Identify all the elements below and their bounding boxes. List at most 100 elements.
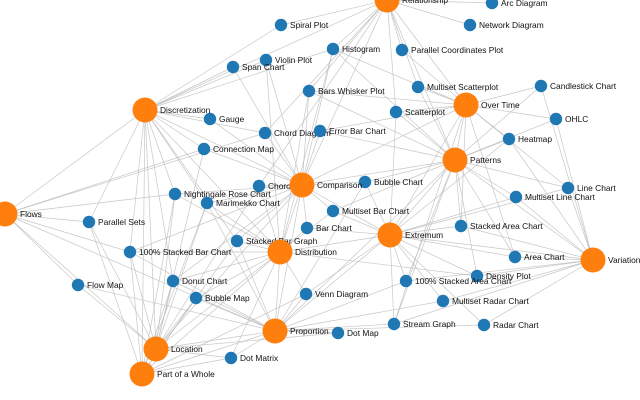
node-multiset-radar-chart[interactable]: Multiset Radar Chart — [436, 294, 530, 308]
node-circle-scatterplot[interactable] — [389, 105, 403, 119]
node-circle-stacked-area-chart[interactable] — [454, 219, 468, 233]
node-stacked-area-chart[interactable]: Stacked Area Chart — [454, 219, 543, 233]
node-gauge[interactable]: Gauge — [203, 112, 245, 126]
node-circle-multiset-line-chart[interactable] — [509, 190, 523, 204]
node-circle-donut-chart[interactable] — [166, 274, 180, 288]
node-circle-bar-chart[interactable] — [300, 221, 314, 235]
node-circle-discretization[interactable] — [132, 97, 158, 123]
node-circle-comparison[interactable] — [289, 172, 315, 198]
node-circle-spiral-plot[interactable] — [274, 18, 288, 32]
node-arc-diagram[interactable]: Arc Diagram — [485, 0, 548, 10]
node-circle-network-diagram[interactable] — [463, 18, 477, 32]
node-circle-bubble-map[interactable] — [189, 291, 203, 305]
node-proportion[interactable]: Proportion — [262, 318, 329, 344]
node-circle-stream-graph[interactable] — [387, 317, 401, 331]
node-circle-location[interactable] — [143, 336, 169, 362]
node-multiset-bar-chart[interactable]: Multiset Bar Chart — [326, 204, 410, 218]
node-parallel-coordinates-plot[interactable]: Parallel Coordinates Plot — [395, 43, 504, 57]
node-bubble-map[interactable]: Bubble Map — [189, 291, 250, 305]
node-bubble-chart[interactable]: Bubble Chart — [358, 175, 424, 189]
node-patterns[interactable]: Patterns — [442, 147, 502, 173]
node-scatterplot[interactable]: Scatterplot — [389, 105, 446, 119]
node-circle-density-plot[interactable] — [470, 269, 484, 283]
node-circle-over-time[interactable] — [453, 92, 479, 118]
node-venn-diagram[interactable]: Venn Diagram — [299, 287, 368, 301]
node-candlestick-chart[interactable]: Candlestick Chart — [534, 79, 617, 93]
node-circle-relationship[interactable] — [374, 0, 400, 13]
node-circle-distribution[interactable] — [267, 239, 293, 265]
node-circle-violin-plot[interactable] — [259, 53, 273, 67]
node-chord-diagram[interactable]: Chord Diagram — [258, 126, 331, 140]
node-bar-chart[interactable]: Bar Chart — [300, 221, 353, 235]
node-circle-nightingale-rose-chart[interactable] — [168, 187, 182, 201]
node-circle-multiset-bar-chart[interactable] — [326, 204, 340, 218]
node-circle-dot-matrix[interactable] — [224, 351, 238, 365]
node-100-stacked-bar-chart[interactable]: 100% Stacked Bar Chart — [123, 245, 232, 259]
node-circle-area-chart[interactable] — [508, 250, 522, 264]
node-circle-span-chart[interactable] — [226, 60, 240, 74]
node-circle-choropleth[interactable] — [252, 179, 266, 193]
node-circle-venn-diagram[interactable] — [299, 287, 313, 301]
node-circle-100-stacked-area-chart[interactable] — [399, 274, 413, 288]
node-circle-part-of-a-whole[interactable] — [129, 361, 155, 387]
node-flow-map[interactable]: Flow Map — [71, 278, 124, 292]
node-circle-parallel-sets[interactable] — [82, 215, 96, 229]
node-part-of-a-whole[interactable]: Part of a Whole — [129, 361, 216, 387]
node-circle-arc-diagram[interactable] — [485, 0, 499, 10]
node-circle-candlestick-chart[interactable] — [534, 79, 548, 93]
node-circle-parallel-coordinates-plot[interactable] — [395, 43, 409, 57]
node-relationship[interactable]: Relationship — [374, 0, 449, 13]
node-100-stacked-area-chart[interactable]: 100% Stacked Area Chart — [399, 274, 512, 288]
node-donut-chart[interactable]: Donut Chart — [166, 274, 228, 288]
node-line-chart[interactable]: Line Chart — [561, 181, 617, 195]
node-histogram[interactable]: Histogram — [326, 42, 380, 56]
node-circle-connection-map[interactable] — [197, 142, 211, 156]
node-circle-variation[interactable] — [580, 247, 606, 273]
node-circle-radar-chart[interactable] — [477, 318, 491, 332]
node-circle-stacked-bar-graph[interactable] — [230, 234, 244, 248]
node-circle-heatmap[interactable] — [502, 132, 516, 146]
node-circle-ohlc[interactable] — [549, 112, 563, 126]
node-density-plot[interactable]: Density Plot — [470, 269, 532, 283]
node-error-bar-chart[interactable]: Error Bar Chart — [313, 124, 387, 138]
node-area-chart[interactable]: Area Chart — [508, 250, 565, 264]
node-location[interactable]: Location — [143, 336, 204, 362]
node-circle-dot-map[interactable] — [331, 326, 345, 340]
node-circle-proportion[interactable] — [262, 318, 288, 344]
node-discretization[interactable]: Discretization — [132, 97, 211, 123]
node-circle-marimekko-chart[interactable] — [200, 196, 214, 210]
node-multiset-scatterplot[interactable]: Multiset Scatterplot — [411, 80, 499, 94]
node-circle-extremum[interactable] — [377, 222, 403, 248]
node-multiset-line-chart[interactable]: Multiset Line Chart — [509, 190, 596, 204]
node-circle-bars-whisker-plot[interactable] — [302, 84, 316, 98]
node-comparison[interactable]: Comparison — [289, 172, 363, 198]
node-dot-matrix[interactable]: Dot Matrix — [224, 351, 279, 365]
node-violin-plot[interactable]: Violin Plot — [259, 53, 313, 67]
node-circle-multiset-scatterplot[interactable] — [411, 80, 425, 94]
node-flows[interactable]: Flows — [0, 201, 42, 227]
node-marimekko-chart[interactable]: Marimekko Chart — [200, 196, 281, 210]
node-circle-100-stacked-bar-chart[interactable] — [123, 245, 137, 259]
node-circle-line-chart[interactable] — [561, 181, 575, 195]
node-dot-map[interactable]: Dot Map — [331, 326, 379, 340]
node-over-time[interactable]: Over Time — [453, 92, 520, 118]
node-circle-bubble-chart[interactable] — [358, 175, 372, 189]
node-circle-error-bar-chart[interactable] — [313, 124, 327, 138]
node-spiral-plot[interactable]: Spiral Plot — [274, 18, 329, 32]
node-radar-chart[interactable]: Radar Chart — [477, 318, 539, 332]
node-heatmap[interactable]: Heatmap — [502, 132, 553, 146]
node-choropleth[interactable]: Choropleth — [252, 179, 310, 193]
node-span-chart[interactable]: Span Chart — [226, 60, 285, 74]
node-parallel-sets[interactable]: Parallel Sets — [82, 215, 145, 229]
node-circle-histogram[interactable] — [326, 42, 340, 56]
node-extremum[interactable]: Extremum — [377, 222, 444, 248]
node-circle-flows[interactable] — [0, 201, 18, 227]
node-network-diagram[interactable]: Network Diagram — [463, 18, 544, 32]
node-ohlc[interactable]: OHLC — [549, 112, 588, 126]
node-circle-flow-map[interactable] — [71, 278, 85, 292]
node-connection-map[interactable]: Connection Map — [197, 142, 275, 156]
node-distribution[interactable]: Distribution — [267, 239, 338, 265]
node-circle-multiset-radar-chart[interactable] — [436, 294, 450, 308]
node-bars-whisker-plot[interactable]: Bars Whisker Plot — [302, 84, 385, 98]
node-circle-chord-diagram[interactable] — [258, 126, 272, 140]
